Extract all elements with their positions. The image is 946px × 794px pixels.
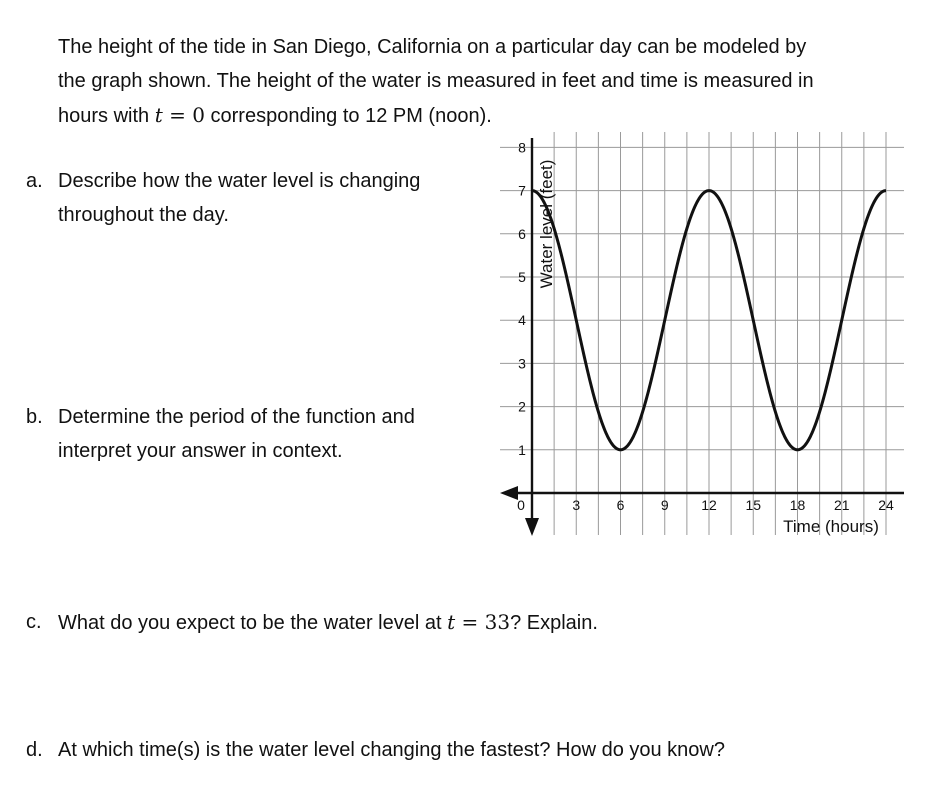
y-tick-label: 5 <box>518 269 526 285</box>
question-c-eq: = 33 <box>455 610 511 634</box>
question-c-text: What do you expect to be the water level… <box>58 605 598 640</box>
x-axis-arrow <box>500 486 518 500</box>
question-b-line-1: Determine the period of the function and <box>58 406 415 428</box>
question-a-text: Describe how the water level is changing… <box>58 164 420 232</box>
question-a-line-1: Describe how the water level is changing <box>58 170 421 192</box>
question-c-var-t: t <box>447 610 456 634</box>
x-tick-label: 9 <box>661 497 669 513</box>
question-b-letter: b. <box>26 406 43 428</box>
y-tick-label: 6 <box>518 226 526 242</box>
x-tick-label: 15 <box>745 497 761 513</box>
intro-line-2: the graph shown. The height of the water… <box>58 70 814 92</box>
x-axis-label: Time (hours) <box>783 517 879 536</box>
x-tick-label: 3 <box>572 497 580 513</box>
x-tick-label: 0 <box>517 497 525 513</box>
y-tick-label: 7 <box>518 183 526 199</box>
question-c-letter: c. <box>26 611 42 633</box>
x-tick-label: 6 <box>617 497 625 513</box>
y-tick-label: 2 <box>518 399 526 415</box>
question-a-line-2: throughout the day. <box>58 204 229 226</box>
intro-line-3: hours with t = 0 corresponding to 12 PM … <box>58 98 898 133</box>
x-tick-label: 12 <box>701 497 717 513</box>
question-c-pre: What do you expect to be the water level… <box>58 612 448 634</box>
question-d-text: At which time(s) is the water level chan… <box>58 739 725 761</box>
y-tick-label: 1 <box>518 442 526 458</box>
y-axis-label: Water level (feet) <box>537 160 556 289</box>
axis-layer <box>500 138 904 536</box>
intro-line-3-post: corresponding to 12 PM (noon). <box>204 105 492 127</box>
x-tick-label: 24 <box>878 497 894 513</box>
curve-layer <box>531 189 887 452</box>
intro-line-3-pre: hours with <box>58 105 155 127</box>
intro-eq: = 0 <box>162 103 205 127</box>
y-tick-label: 3 <box>518 355 526 371</box>
x-tick-label: 18 <box>790 497 806 513</box>
grid-layer <box>500 132 904 535</box>
question-b-text: Determine the period of the function and… <box>58 400 415 468</box>
intro-line-1: The height of the tide in San Diego, Cal… <box>58 36 807 58</box>
y-tick-label: 4 <box>518 312 526 328</box>
y-axis-arrow <box>525 518 539 536</box>
y-tick-label: 8 <box>518 139 526 155</box>
question-a-letter: a. <box>26 170 43 192</box>
question-b-line-2: interpret your answer in context. <box>58 440 343 462</box>
intro-paragraph: The height of the tide in San Diego, Cal… <box>58 30 898 133</box>
question-d-letter: d. <box>26 739 43 761</box>
x-tick-label: 21 <box>834 497 850 513</box>
tide-curve <box>531 189 887 452</box>
question-c-post: ? Explain. <box>510 612 598 634</box>
intro-var-t: t <box>154 103 163 127</box>
